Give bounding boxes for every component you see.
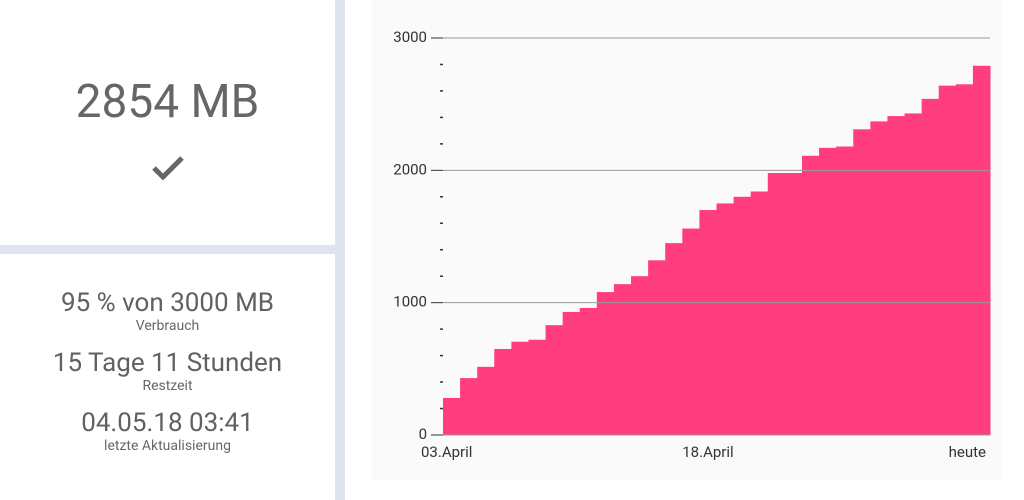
step-bar [545, 325, 564, 435]
step-bar [904, 113, 923, 436]
details-panel: 95 % von 3000 MB Verbrauch 15 Tage 11 St… [0, 254, 335, 500]
x-tick-label: 18.April [682, 443, 733, 461]
amount-panel: 2854 MB [0, 0, 335, 245]
step-bar [938, 85, 957, 435]
step-bar [579, 307, 598, 435]
step-bar [665, 243, 683, 435]
y-tick-label: 0 [419, 425, 427, 443]
step-bar [836, 146, 854, 435]
step-bar [801, 155, 820, 435]
step-bar [682, 228, 700, 435]
step-bar [648, 260, 666, 435]
chart: 0 1000 2000 3000 03.April 18.April heute [372, 0, 1002, 480]
usage-label: Verbrauch [135, 318, 200, 334]
separator [335, 0, 345, 500]
remaining-label: Restzeit [142, 378, 193, 394]
step-bar [887, 116, 906, 436]
step-bar [750, 191, 769, 435]
updated-label: letzte Aktualisierung [104, 438, 231, 454]
step-bar [819, 147, 837, 435]
usage: 95 % von 3000 MB [60, 288, 274, 318]
step-bar [511, 341, 529, 435]
updated: 04.05.18 03:41 [81, 408, 254, 438]
amount: 2854 MB [75, 75, 260, 129]
y-tick-label: 2000 [393, 160, 427, 178]
step-bar [562, 311, 581, 435]
step-bar [972, 65, 991, 435]
step-bar [784, 172, 803, 436]
x-tick-label: heute [949, 443, 986, 461]
step-bar [494, 348, 512, 435]
step-bar [613, 284, 632, 435]
step-bar [767, 172, 786, 436]
check-icon [151, 156, 184, 181]
y-tick-label: 3000 [393, 28, 427, 46]
step-bar [596, 292, 615, 435]
step-bar [870, 121, 888, 436]
step-bar [853, 129, 871, 435]
x-tick-label: 03.April [421, 443, 472, 461]
step-bar [921, 98, 940, 435]
step-bar [460, 378, 478, 435]
step-bar [955, 84, 974, 436]
step-bar [631, 276, 649, 435]
step-bar [699, 210, 717, 435]
step-bar [733, 196, 752, 435]
step-bar [443, 397, 461, 435]
remaining: 15 Tage 11 Stunden [52, 348, 283, 378]
separator [0, 245, 335, 254]
step-bar [477, 366, 495, 435]
step-bar [528, 339, 547, 435]
step-bar [716, 203, 735, 435]
y-tick-label: 1000 [393, 293, 427, 311]
